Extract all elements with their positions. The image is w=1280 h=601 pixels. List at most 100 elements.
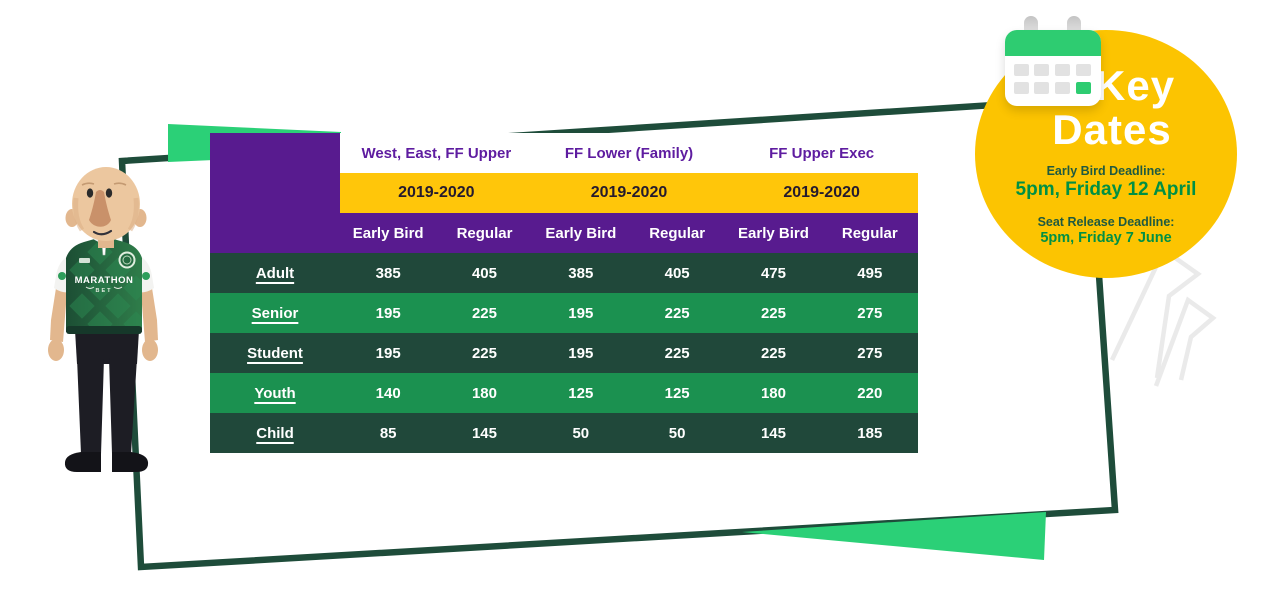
price-cell: 85 <box>379 424 397 442</box>
table-row-youth: Youth 140 180 125 125 180 220 <box>210 373 918 413</box>
price-cell: 225 <box>471 304 497 322</box>
key-dates-title-line2: Dates <box>1052 106 1172 153</box>
ghost-lineart <box>1109 246 1217 387</box>
price-cell: 50 <box>668 424 686 442</box>
key-dates-title-line1: Key <box>1095 62 1176 109</box>
eye-right <box>105 188 113 198</box>
price-cell: 225 <box>471 344 497 362</box>
row-label-adult[interactable]: Adult <box>210 253 340 293</box>
character-trousers <box>64 330 149 472</box>
price-cell: 275 <box>857 304 883 322</box>
row-label-link[interactable]: Child <box>256 424 294 442</box>
season-ticket-price-table: West, East, FF Upper FF Lower (Family) F… <box>210 133 918 453</box>
price-cell: 405 <box>471 264 497 282</box>
shirt-waistband <box>66 326 142 334</box>
row-label-link[interactable]: Youth <box>254 384 296 402</box>
calendar-icon <box>1005 16 1101 108</box>
calendar-day-square <box>1055 82 1070 94</box>
price-cell: 195 <box>568 304 594 322</box>
green-accent-bottom-right <box>742 512 1046 560</box>
price-type-header: Regular <box>456 224 513 242</box>
season-cell: 2019-2020 <box>783 184 860 201</box>
price-cell: 495 <box>857 264 883 282</box>
price-type-header: Regular <box>649 224 706 242</box>
price-cell: 195 <box>375 344 401 362</box>
calendar-day-square <box>1076 64 1091 76</box>
price-cell: 475 <box>760 264 786 282</box>
table-header: West, East, FF Upper FF Lower (Family) F… <box>210 133 918 253</box>
table-header-right: West, East, FF Upper FF Lower (Family) F… <box>340 133 918 253</box>
club-badge <box>118 251 136 269</box>
price-cell: 145 <box>471 424 497 442</box>
row-label-link[interactable]: Adult <box>255 264 295 282</box>
section-title-west-east-ff-upper: West, East, FF Upper <box>361 144 512 162</box>
shirt-sponsor-sub-text: BET <box>96 288 113 294</box>
calendar-highlighted-day-square <box>1076 82 1091 94</box>
mouth <box>92 229 113 236</box>
calendar-day-square <box>1034 64 1049 76</box>
row-label-youth[interactable]: Youth <box>210 373 340 413</box>
table-row-adult: Adult 385 405 385 405 475 495 <box>210 253 918 293</box>
price-cell: 195 <box>568 344 594 362</box>
row-label-link[interactable]: Student <box>247 344 303 362</box>
price-cell: 225 <box>760 344 786 362</box>
seat-release-deadline-value: 5pm, Friday 7 June <box>1040 230 1172 246</box>
nose <box>89 190 111 227</box>
section-title-row: West, East, FF Upper FF Lower (Family) F… <box>340 133 918 173</box>
table-row-student: Student 195 225 195 225 225 275 <box>210 333 918 373</box>
character-shoe-left <box>64 452 101 472</box>
calendar-day-square <box>1055 64 1070 76</box>
price-type-header: Early Bird <box>352 224 424 242</box>
price-cell: 385 <box>568 264 594 282</box>
calendar-header <box>1005 30 1101 56</box>
row-label-link[interactable]: Senior <box>251 304 299 322</box>
season-row: 2019-2020 2019-2020 2019-2020 <box>340 173 918 213</box>
price-cell: 195 <box>375 304 401 322</box>
character-shoe-right <box>112 452 149 472</box>
row-label-senior[interactable]: Senior <box>210 293 340 333</box>
seat-release-deadline-label: Seat Release Deadline: <box>1037 215 1175 229</box>
price-cell: 50 <box>572 424 590 442</box>
calendar-day-square <box>1014 82 1029 94</box>
season-cell: 2019-2020 <box>398 184 475 201</box>
fan-character-illustration: MARATHON BET <box>48 167 158 472</box>
section-title-ff-upper-exec: FF Upper Exec <box>769 144 875 162</box>
table-row-child: Child 85 145 50 50 145 185 <box>210 413 918 453</box>
kit-maker-mark <box>79 258 90 263</box>
calendar-day-square <box>1014 64 1029 76</box>
character-arms <box>48 288 158 361</box>
price-cell: 140 <box>375 384 401 402</box>
price-cell: 185 <box>857 424 883 442</box>
price-type-header: Early Bird <box>545 224 617 242</box>
price-cell: 385 <box>375 264 401 282</box>
row-label-child[interactable]: Child <box>210 413 340 453</box>
price-cell: 180 <box>760 384 786 402</box>
season-cell: 2019-2020 <box>590 184 668 201</box>
price-cell: 180 <box>471 384 497 402</box>
price-cell: 405 <box>664 264 690 282</box>
price-cell: 275 <box>857 344 883 362</box>
price-cell: 225 <box>664 304 690 322</box>
price-cell: 225 <box>760 304 786 322</box>
brow-left <box>81 182 95 186</box>
section-title-ff-lower-family: FF Lower (Family) <box>564 144 694 162</box>
key-dates-badge: Key Dates Early Bird Deadline: 5pm, Frid… <box>975 30 1237 278</box>
eye-left <box>86 188 94 198</box>
table-row-senior: Senior 195 225 195 225 225 275 <box>210 293 918 333</box>
price-cell: 125 <box>664 384 690 402</box>
price-cell: 125 <box>568 384 594 402</box>
brow-right <box>113 182 127 186</box>
price-type-row: Early Bird Regular Early Bird Regular Ea… <box>340 213 918 253</box>
character-head <box>65 167 147 248</box>
character-shirt: MARATHON BET <box>54 234 154 334</box>
early-bird-deadline-value: 5pm, Friday 12 April <box>1015 179 1197 200</box>
price-cell: 145 <box>760 424 786 442</box>
shirt-sponsor-text: MARATHON <box>75 275 134 286</box>
row-label-student[interactable]: Student <box>210 333 340 373</box>
price-cell: 220 <box>857 384 883 402</box>
price-type-header: Early Bird <box>738 224 809 242</box>
early-bird-deadline-label: Early Bird Deadline: <box>1046 164 1166 178</box>
calendar-day-square <box>1034 82 1049 94</box>
price-type-header: Regular <box>841 224 898 242</box>
